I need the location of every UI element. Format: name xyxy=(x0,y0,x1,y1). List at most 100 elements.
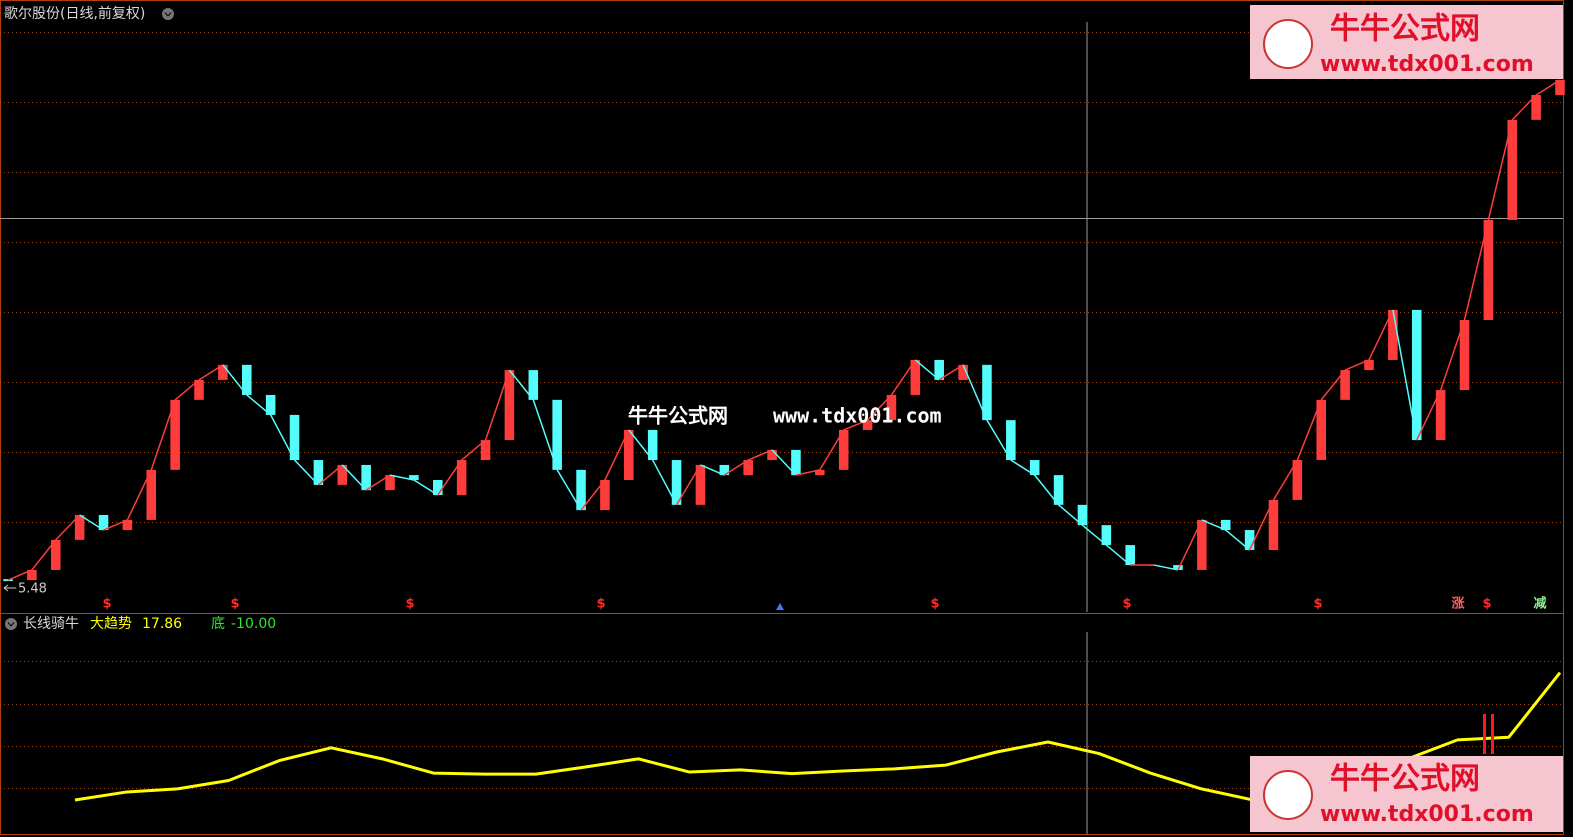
candle xyxy=(456,460,467,496)
legend-name: 大趋势 xyxy=(90,616,132,632)
candle xyxy=(1435,390,1446,441)
legend-value: -10.00 xyxy=(231,616,276,632)
watermark-title: 牛牛公式网 xyxy=(1330,12,1480,47)
low-label: 5.48 xyxy=(18,582,47,597)
signal-label: 减 xyxy=(1533,596,1546,612)
signal-label: $ xyxy=(1313,597,1322,612)
candle xyxy=(624,429,634,480)
candle xyxy=(409,475,419,480)
candle xyxy=(433,480,443,496)
candle xyxy=(576,469,586,511)
candle xyxy=(1101,525,1112,546)
candle xyxy=(958,364,968,380)
candle xyxy=(1053,475,1064,505)
signal-bar xyxy=(1491,714,1494,754)
candle xyxy=(1507,119,1518,220)
candle xyxy=(1029,460,1040,476)
watermark-url: www.tdx001.com xyxy=(1320,802,1534,827)
candle xyxy=(1244,530,1255,550)
watermark-icon xyxy=(1263,770,1313,820)
candle xyxy=(1459,320,1470,391)
candle xyxy=(600,480,610,511)
candle xyxy=(480,440,491,461)
candle xyxy=(170,399,180,470)
candle xyxy=(1077,504,1088,526)
candle xyxy=(815,469,825,476)
signal-label: $ xyxy=(1482,597,1491,612)
watermark-title: 牛牛公式网 xyxy=(1330,762,1480,797)
signal-label: 涨 xyxy=(1450,597,1464,612)
candle xyxy=(98,515,109,531)
candle xyxy=(1340,370,1350,400)
legend-name: 底 xyxy=(211,616,225,632)
candle xyxy=(552,399,562,470)
signal-label: $ xyxy=(405,597,414,612)
legend-name: 底 xyxy=(211,616,225,632)
candle xyxy=(528,370,539,400)
center-watermark: 牛牛公式网 xyxy=(628,404,728,428)
candle xyxy=(194,379,204,400)
candle xyxy=(265,394,276,415)
candle xyxy=(313,460,324,485)
candle xyxy=(241,364,252,395)
candle xyxy=(1316,399,1327,461)
dropdown-caret xyxy=(164,12,172,17)
grid-layer xyxy=(0,32,1563,789)
candle xyxy=(122,519,133,531)
candle xyxy=(1483,219,1494,321)
candle xyxy=(910,359,921,395)
candle xyxy=(934,359,944,380)
candle xyxy=(385,475,395,491)
candle xyxy=(743,460,753,476)
indicator-title: 长线骑牛 xyxy=(23,616,79,632)
candle xyxy=(1292,460,1303,500)
candle xyxy=(1125,545,1135,566)
candle xyxy=(146,469,157,520)
candle xyxy=(1197,519,1207,570)
dropdown-caret xyxy=(7,622,15,627)
candle xyxy=(74,515,85,540)
candle xyxy=(767,449,777,461)
watermark-box: 牛牛公式网 www.tdx001.com xyxy=(1250,756,1563,832)
candle xyxy=(1388,309,1398,360)
center-watermark: www.tdx001.com xyxy=(773,404,942,428)
signal-label: $ xyxy=(930,597,939,612)
candle xyxy=(719,464,730,476)
candle xyxy=(695,464,706,505)
dropdown-icon[interactable] xyxy=(5,618,17,630)
candle xyxy=(1531,95,1541,120)
candle xyxy=(1364,359,1374,371)
candle xyxy=(982,364,992,421)
signal-label: $ xyxy=(596,597,605,612)
candle xyxy=(862,420,873,430)
watermark-icon xyxy=(1263,19,1313,69)
candle xyxy=(647,429,658,461)
candle xyxy=(1411,309,1422,441)
candle xyxy=(50,539,61,570)
candle xyxy=(218,364,228,380)
candle xyxy=(504,370,515,441)
candle xyxy=(1555,79,1565,95)
dropdown-icon[interactable] xyxy=(162,8,174,20)
signal-label: $ xyxy=(230,597,239,612)
candle xyxy=(886,394,897,421)
candle xyxy=(1220,519,1231,531)
candle xyxy=(337,464,348,485)
candle xyxy=(791,449,801,476)
chart-title: 歌尔股份(日线,前复权) xyxy=(4,5,145,22)
candle xyxy=(361,464,371,491)
candle xyxy=(27,569,37,581)
low-arrow xyxy=(3,584,16,592)
watermark-url: www.tdx001.com xyxy=(1320,52,1534,77)
candle xyxy=(1173,565,1183,570)
signal-bar xyxy=(1483,714,1486,754)
labels-layer: $ $ $ $ $ $ $ 涨 $ 减 xyxy=(102,596,1546,612)
candle xyxy=(671,460,682,505)
candle xyxy=(289,414,300,461)
legend-name: 大趋势 xyxy=(90,616,132,632)
signal-label: $ xyxy=(102,597,111,612)
candle xyxy=(838,429,849,470)
signal-label: $ xyxy=(1122,597,1131,612)
